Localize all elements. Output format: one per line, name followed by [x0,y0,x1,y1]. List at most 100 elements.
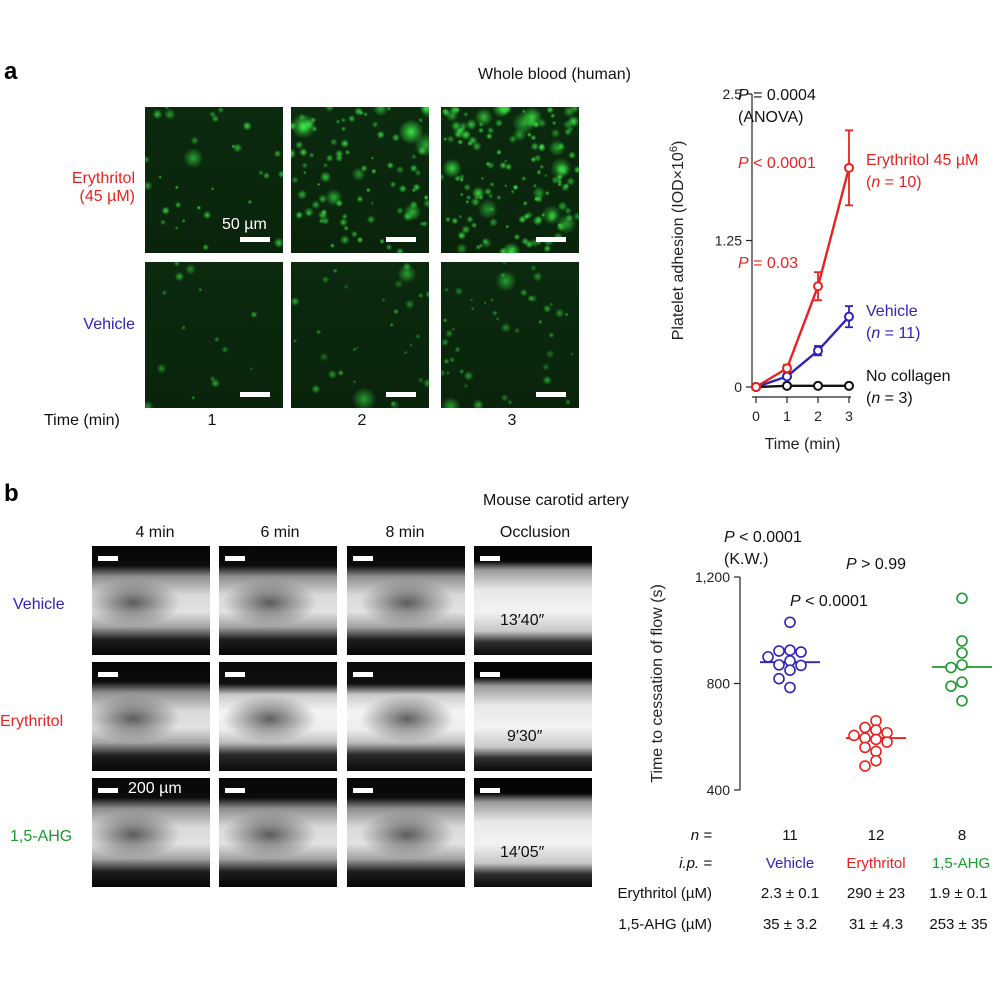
data-point [844,311,854,322]
scale-bar [225,556,245,561]
kw-p-value-p: P [724,529,735,546]
fluorescence-image [441,107,579,253]
data-point [945,661,957,674]
scale-bar [536,237,566,242]
table-ahg-ahg: 253 ± 35 [929,916,988,933]
scale-bar [386,237,416,242]
legend-vehicle-n-rest: = 11) [880,325,920,342]
p-value-t3-rest: < 0.0001 [749,155,816,172]
x-tick-label: 1 [783,408,791,424]
p-value-0001-p: P [790,593,801,610]
fluorescence-image [145,107,283,253]
table-n-erythritol: 12 [867,827,885,844]
anova-p-value: P = 0.0004 [738,87,816,104]
panel-b-title: Mouse carotid artery [483,492,629,509]
carotid-image [92,662,210,771]
table-ahg-vehicle: 35 ± 3.2 [762,916,818,933]
y-tick-label: 400 [707,782,731,798]
table-n-ahg: 8 [957,827,967,844]
data-point [813,281,823,292]
carotid-image [92,546,210,655]
scale-label-50um: 50 µm [222,216,267,233]
x-tick-label: 3 [845,408,853,424]
data-point [956,592,968,605]
legend-erythritol-n: (n = 10) [866,174,922,191]
y-axis-title-sup: 6 [668,146,680,152]
data-point [881,736,893,748]
p-value-t2-rest: = 0.03 [749,255,798,272]
table-ahg-label: 1,5-AHG (µM) [618,916,712,933]
scale-bar [98,672,118,677]
column-header-8min: 8 min [385,524,425,541]
occlusion-time-erythritol: 9′30″ [507,728,543,745]
data-point [773,645,785,657]
anova-p-value-rest: = 0.0004 [749,87,816,104]
legend-no-collagen-n-var: n [871,390,880,407]
legend-no-collagen-name: No collagen [866,368,951,385]
time-to-cessation-scatter-chart: 400 800 1,200 Time to cessation of flow (s)… [649,529,992,798]
carotid-image [474,662,592,771]
scale-bar [225,672,245,677]
data-point [844,380,854,391]
legend-erythritol-n-var: n [871,174,880,191]
scale-bar [353,672,373,677]
p-value-0001-rest: < 0.0001 [801,593,868,610]
row-label-erythritol-line2: (45 µM) [79,188,135,205]
legend-vehicle-n-var: n [871,325,880,342]
kw-label: (K.W.) [724,551,768,568]
data-point [795,659,807,672]
table-n-vehicle: 11 [782,827,798,844]
data-point [870,714,882,727]
data-point [795,646,807,658]
y-axis-title: Time to cessation of flow (s) [649,584,666,783]
table-ip-erythritol: Erythritol [846,855,906,872]
carotid-image [92,778,210,887]
legend-vehicle-n: (n = 11) [866,325,920,342]
data-point [870,724,882,736]
carotid-image [347,546,465,655]
scale-bar [98,788,118,793]
row-label-b-ahg: 1,5-AHG [10,828,73,845]
fluorescence-image [291,262,429,408]
panel-a-title: Whole blood (human) [478,66,631,83]
data-point [859,721,871,734]
p-value-99: P > 0.99 [846,556,906,573]
x-tick-label: 0 [752,408,760,424]
legend-vehicle-name: Vehicle [866,303,918,320]
scale-bar [480,556,500,561]
data-point [881,726,893,739]
legend-erythritol-n-rest: = 10) [880,174,921,191]
column-header-4min: 4 min [135,524,175,541]
occlusion-time-ahg: 14′05″ [500,844,545,861]
legend-vehicle-n-open: ( [866,325,872,342]
data-point [813,345,823,356]
series-line [755,315,850,389]
table-n-label: n = [690,827,712,844]
carotid-image [474,778,592,887]
time-point-2: 2 [357,412,367,429]
data-point [751,382,761,392]
data-point [782,363,792,374]
column-header-6min: 6 min [260,524,300,541]
p-value-99-rest: > 0.99 [857,556,906,573]
carotid-image [219,546,337,655]
data-point [956,659,968,671]
anova-label: (ANOVA) [738,109,803,126]
table-ip-ahg: 1,5-AHG [931,855,991,872]
column-header-occlusion: Occlusion [499,524,571,541]
data-point [945,680,957,692]
occlusion-time-vehicle: 13′40″ [500,612,545,629]
data-point [859,732,871,744]
data-point [870,754,882,767]
row-label-vehicle: Vehicle [83,316,135,333]
data-point [784,616,796,629]
kw-p-value: P < 0.0001 [724,529,802,546]
table-ery-ahg: 1.9 ± 0.1 [929,885,988,902]
y-tick-label: 800 [707,676,731,692]
scale-bar [240,237,270,242]
scale-bar [480,788,500,793]
time-point-1: 1 [207,412,217,429]
fluorescence-image [145,262,283,408]
data-point [782,380,792,391]
